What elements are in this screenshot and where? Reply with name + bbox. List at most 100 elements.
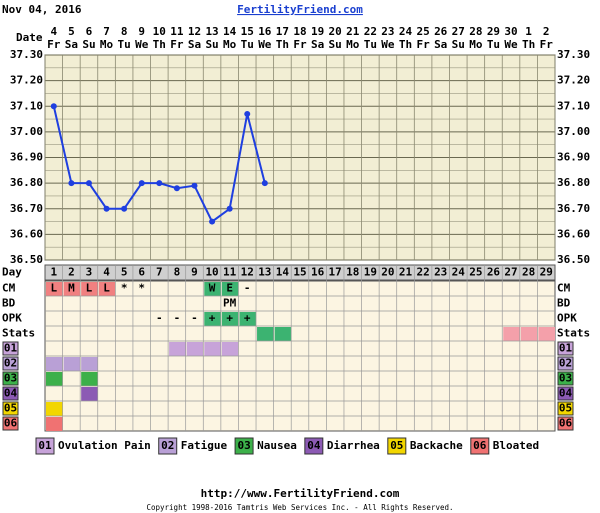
legend-box xyxy=(387,437,407,455)
legend-code: 04 xyxy=(307,439,321,452)
symptom-cell xyxy=(81,357,98,371)
cell-text: W xyxy=(209,282,216,295)
row-label: Stats xyxy=(2,327,35,340)
weekday: Su xyxy=(452,38,465,51)
day-number: 18 xyxy=(346,266,359,279)
y-tick-label-right: 37.30 xyxy=(557,48,590,61)
row-label-right: BD xyxy=(557,297,571,310)
footer-url[interactable]: http://www.FertilityFriend.com xyxy=(201,487,400,500)
date-number: 11 xyxy=(170,25,184,38)
symptom-code: 05 xyxy=(4,402,17,415)
day-number: 5 xyxy=(121,266,128,279)
date-number: 25 xyxy=(416,25,429,38)
weekday: Sa xyxy=(65,38,78,51)
symptom-code-box xyxy=(2,401,19,416)
date-number: 24 xyxy=(399,25,413,38)
weekday: We xyxy=(258,38,272,51)
day-number: 19 xyxy=(364,266,377,279)
legend-name: Fatigue xyxy=(181,439,228,452)
date-number: 8 xyxy=(121,25,128,38)
temperature-point xyxy=(244,110,251,117)
date-number: 7 xyxy=(103,25,110,38)
temperature-point xyxy=(261,180,268,187)
symptom-cell xyxy=(169,342,186,356)
cell-text: * xyxy=(121,282,128,295)
date-label: Date xyxy=(16,31,43,44)
weekday: Fr xyxy=(170,38,184,51)
row-label-right: OPK xyxy=(557,312,577,325)
temperature-point xyxy=(226,205,233,212)
day-number: 13 xyxy=(258,266,271,279)
date-number: 29 xyxy=(487,25,500,38)
symptom-code-right: 02 xyxy=(559,357,572,370)
row-label: BD xyxy=(2,297,16,310)
date-number: 19 xyxy=(311,25,324,38)
weekday: Mo xyxy=(346,38,360,51)
y-tick-label-right: 36.50 xyxy=(557,253,590,266)
weekday: Sa xyxy=(311,38,324,51)
day-number: 29 xyxy=(540,266,553,279)
y-tick-label: 37.10 xyxy=(10,99,43,112)
symptom-code-box xyxy=(2,416,19,431)
y-tick-label: 37.00 xyxy=(10,125,43,138)
cell-text: + xyxy=(226,312,233,325)
day-number: 9 xyxy=(191,266,198,279)
y-tick-label-right: 37.20 xyxy=(557,74,590,87)
site-link[interactable]: FertilityFriend.com xyxy=(237,3,363,16)
legend-box xyxy=(470,437,490,455)
y-tick-label-right: 37.00 xyxy=(557,125,590,138)
temperature-point xyxy=(103,205,110,212)
legend-name: Nausea xyxy=(257,439,297,452)
legend-box xyxy=(234,437,254,455)
date-number: 1 xyxy=(525,25,532,38)
date-number: 9 xyxy=(138,25,145,38)
date-number: 27 xyxy=(452,25,465,38)
symptom-cell xyxy=(81,372,98,386)
cell-text: PM xyxy=(223,297,237,310)
date-number: 21 xyxy=(346,25,360,38)
temperature-point xyxy=(156,180,163,187)
date-number: 10 xyxy=(153,25,166,38)
date-number: 5 xyxy=(68,25,75,38)
weekday: Tu xyxy=(364,38,377,51)
symptom-code-right-box xyxy=(557,371,574,386)
cell-text: M xyxy=(68,282,75,295)
date-number: 16 xyxy=(258,25,272,38)
day-number: 4 xyxy=(103,266,110,279)
weekday: Fr xyxy=(416,38,430,51)
weekday: Su xyxy=(329,38,342,51)
legend-code: 06 xyxy=(473,439,487,452)
cell-text: + xyxy=(244,312,251,325)
row-cell xyxy=(520,327,538,341)
symptom-code: 03 xyxy=(4,372,17,385)
legend-name: Backache xyxy=(410,439,463,452)
row-cell xyxy=(81,282,98,296)
symptom-code-right-box xyxy=(557,386,574,401)
symptom-code-right: 05 xyxy=(559,402,572,415)
date-number: 23 xyxy=(381,25,394,38)
date-number: 28 xyxy=(469,25,482,38)
symptom-code-box xyxy=(2,371,19,386)
day-number: 26 xyxy=(487,266,501,279)
day-number: 10 xyxy=(205,266,218,279)
y-tick-label: 36.80 xyxy=(10,176,43,189)
cell-text: + xyxy=(209,312,216,325)
temperature-point xyxy=(68,180,75,187)
temperature-point xyxy=(121,205,128,212)
cell-text: L xyxy=(103,282,110,295)
y-tick-label: 36.50 xyxy=(10,253,43,266)
legend-code: 02 xyxy=(161,439,174,452)
weekday: Tu xyxy=(241,38,254,51)
copyright: Copyright 1998-2016 Tamtris Web Services… xyxy=(146,503,453,512)
day-number: 8 xyxy=(174,266,181,279)
day-number: 16 xyxy=(311,266,325,279)
cell-text: - xyxy=(156,312,163,325)
day-number: 6 xyxy=(138,266,145,279)
day-number: 28 xyxy=(522,266,535,279)
legend-box xyxy=(35,437,55,455)
date-number: 13 xyxy=(205,25,218,38)
temperature-point xyxy=(138,180,145,187)
day-number: 17 xyxy=(329,266,342,279)
symptom-code: 04 xyxy=(4,387,18,400)
row-cell xyxy=(63,282,81,296)
